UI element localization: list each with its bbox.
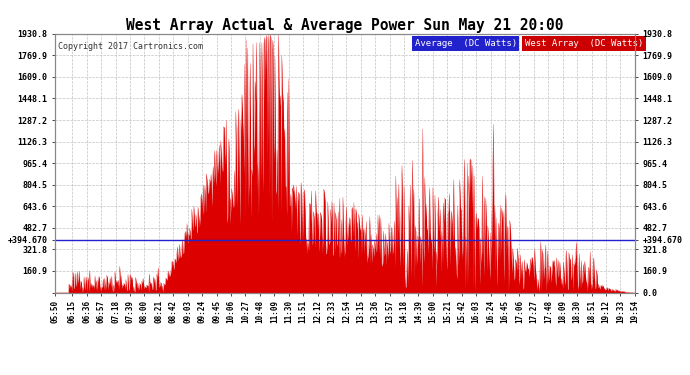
Text: Copyright 2017 Cartronics.com: Copyright 2017 Cartronics.com (58, 42, 203, 51)
Title: West Array Actual & Average Power Sun May 21 20:00: West Array Actual & Average Power Sun Ma… (126, 18, 564, 33)
Text: Average  (DC Watts): Average (DC Watts) (415, 39, 517, 48)
Text: West Array  (DC Watts): West Array (DC Watts) (524, 39, 643, 48)
